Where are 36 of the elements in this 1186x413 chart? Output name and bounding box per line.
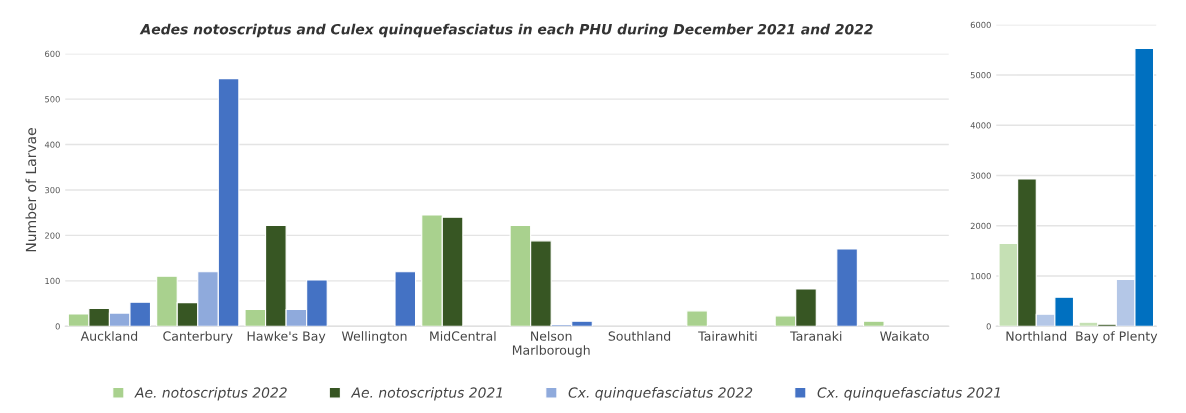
y-tick-label: 400 — [44, 141, 60, 148]
legend-label: Ae. notoscriptus 2021 — [350, 387, 503, 401]
y-tick-label: 0 — [986, 323, 991, 330]
y-tick-label: 0 — [55, 323, 60, 330]
x-tick-label: Taranaki — [790, 331, 842, 341]
y-tick-label: 600 — [45, 50, 60, 57]
x-tick-label: Southland — [608, 331, 671, 341]
y-tick-label: 500 — [45, 96, 60, 103]
bar — [686, 310, 708, 327]
y-axis-title: Number of Larvae — [25, 128, 37, 252]
y-tick-label: 6000 — [970, 21, 991, 29]
y-tick-label: 3000 — [970, 172, 991, 179]
x-tick-label: Wellington — [341, 331, 407, 344]
x-tick-label: Canterbury — [163, 331, 233, 344]
y-tick-label: 200 — [45, 232, 60, 239]
x-tick-label: Auckland — [80, 331, 138, 341]
y-tick-label: 4000 — [970, 122, 991, 129]
x-tick-label: Bay of Plenty — [1076, 331, 1158, 344]
legend-label: Cx. quinquefasciatus 2022 — [568, 387, 753, 401]
legend-label: Ae. notoscriptus 2022 — [134, 387, 287, 401]
x-tick-label: MidCentral — [430, 331, 496, 341]
chart-title: Aedes notoscriptus and Culex quinquefasciatus in each PHU during December 2021 and 2022 — [139, 23, 873, 38]
bar — [862, 320, 885, 327]
x-tick-label: Nelson Marlborough — [512, 331, 590, 358]
x-tick-label: Hawke's Bay — [247, 331, 326, 344]
bar — [394, 271, 417, 327]
x-tick-label: Waikato — [880, 331, 929, 341]
legend-label: Cx. quinquefasciatus 2021 — [817, 387, 1000, 401]
x-tick-label: Tairawhiti — [698, 331, 757, 341]
x-tick-label: Northland — [1006, 331, 1067, 341]
y-tick-label: 1000 — [971, 273, 991, 280]
bar — [836, 248, 858, 327]
y-tick-label: 2000 — [970, 222, 991, 230]
y-tick-label: 5000 — [970, 72, 991, 79]
y-tick-label: 100 — [45, 277, 60, 285]
y-tick-label: 300 — [45, 186, 60, 194]
